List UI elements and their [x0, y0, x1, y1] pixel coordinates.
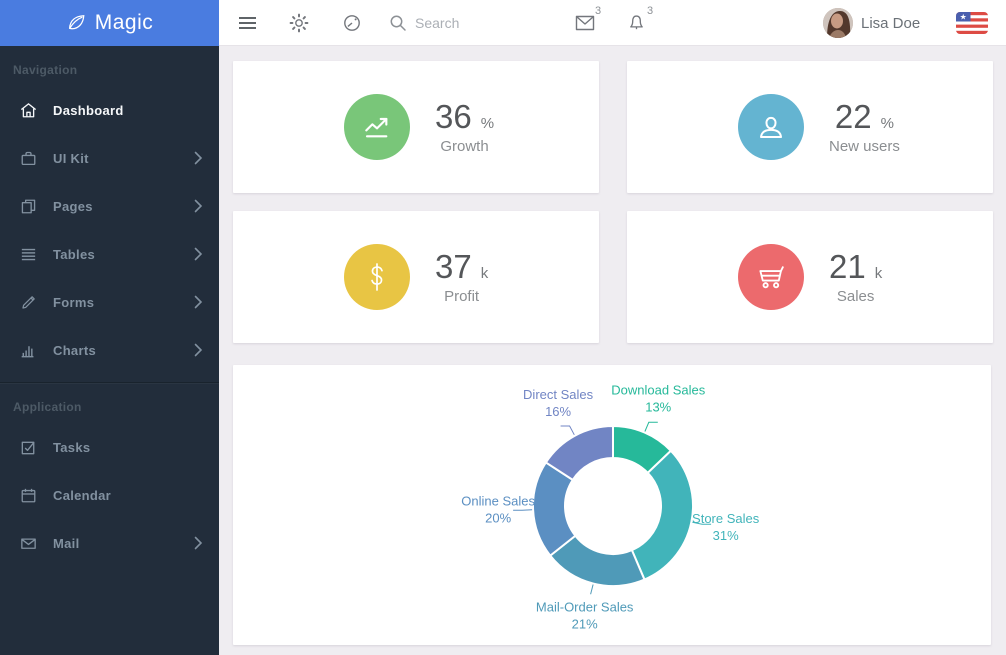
stat-value: 37: [435, 247, 472, 285]
donut-label: Download Sales 13%: [611, 382, 705, 414]
user-avatar[interactable]: [823, 8, 853, 38]
stat-value: 22: [834, 97, 872, 135]
sidebar-divider: [0, 382, 219, 383]
sidebar-item-label: Mail: [53, 535, 80, 551]
stat-card-new-users: 22 % New users: [627, 61, 993, 193]
donut-label: Mail-Order Sales 21%: [536, 599, 634, 631]
donut-label: Online Sales 20%: [461, 493, 535, 525]
donut-chart[interactable]: Download Sales 13% Store Sales 31% Mail-Orde…: [233, 365, 991, 645]
sidebar-item-label: Forms: [53, 294, 95, 310]
sidebar-item-label: Tables: [53, 246, 96, 262]
nav-section-navigation: Navigation: [13, 63, 78, 77]
stat-card-growth: 36 % Growth: [233, 61, 599, 193]
stat-label: Profit: [444, 287, 480, 305]
briefcase-icon: [18, 148, 38, 168]
leaf-icon: [66, 13, 86, 33]
chevron-right-icon: [194, 536, 203, 550]
chevron-right-icon: [194, 295, 203, 309]
sidebar-item-forms[interactable]: Forms: [0, 278, 219, 326]
brand-logo[interactable]: Magic: [0, 0, 219, 46]
user-icon: [738, 94, 804, 160]
sidebar-item-label: Tasks: [53, 439, 91, 455]
trend-up-icon: [344, 94, 410, 160]
messages-icon[interactable]: [575, 0, 595, 46]
bar-chart-icon: [18, 340, 38, 360]
chevron-right-icon: [194, 199, 203, 213]
pages-icon: [18, 196, 38, 216]
stat-card-profit: 37 k Profit: [233, 211, 599, 343]
chevron-right-icon: [194, 151, 203, 165]
sidebar-item-calendar[interactable]: Calendar: [0, 471, 219, 519]
chevron-right-icon: [194, 247, 203, 261]
sidebar-item-mail[interactable]: Mail: [0, 519, 219, 567]
stat-value: 36: [435, 97, 472, 135]
donut-label-line: [692, 521, 712, 525]
chevron-right-icon: [194, 343, 203, 357]
nav-section-application: Application: [13, 400, 82, 414]
sidebar-item-label: Charts: [53, 342, 96, 358]
notifications-bell-icon[interactable]: [627, 0, 646, 46]
sidebar-item-dashboard[interactable]: Dashboard: [0, 86, 219, 134]
dollar-icon: [344, 244, 410, 310]
language-flag-us[interactable]: ★: [956, 12, 988, 34]
pencil-icon: [18, 292, 38, 312]
tasks-icon: [18, 437, 38, 457]
settings-gear-icon[interactable]: [289, 0, 309, 46]
list-icon: [18, 244, 38, 264]
sidebar-item-ui-kit[interactable]: UI Kit: [0, 134, 219, 182]
messages-count-badge: 3: [595, 5, 602, 17]
top-header: 3 3 Lisa Doe: [219, 0, 1006, 46]
home-icon: [18, 100, 38, 120]
cart-icon: [738, 244, 804, 310]
stat-unit: k: [480, 264, 489, 282]
stat-value: 21: [829, 247, 866, 285]
stat-unit: %: [880, 114, 894, 132]
search-icon[interactable]: [389, 0, 407, 46]
sidebar-item-tables[interactable]: Tables: [0, 230, 219, 278]
stat-label: Sales: [836, 287, 875, 305]
stat-unit: k: [874, 264, 883, 282]
user-name[interactable]: Lisa Doe: [861, 14, 921, 32]
sidebar-item-label: UI Kit: [53, 150, 89, 166]
menu-toggle-button[interactable]: [237, 0, 257, 46]
calendar-icon: [18, 485, 38, 505]
stat-unit: %: [480, 114, 495, 132]
gauge-icon[interactable]: [342, 0, 362, 46]
brand-name: Magic: [94, 11, 154, 34]
stat-label: Growth: [440, 137, 489, 155]
svg-text:★: ★: [960, 13, 967, 22]
stat-label: New users: [829, 137, 900, 155]
main-content: 36 % Growth 22 % New users: [219, 46, 1006, 655]
sidebar-item-label: Pages: [53, 198, 93, 214]
sidebar-item-label: Dashboard: [53, 102, 124, 118]
mail-icon: [18, 533, 38, 553]
donut-label-line: [590, 584, 594, 595]
sidebar-item-tasks[interactable]: Tasks: [0, 423, 219, 471]
donut-label-line: [560, 425, 575, 436]
sidebar-item-label: Calendar: [53, 487, 112, 503]
nav-list-main: Dashboard UI Kit Page: [0, 86, 219, 374]
donut-slice-store-sales[interactable]: [630, 449, 694, 581]
stat-card-sales: 21 k Sales: [627, 211, 993, 343]
nav-list-application: Tasks Calendar Mail: [0, 423, 219, 567]
sidebar-item-charts[interactable]: Charts: [0, 326, 219, 374]
donut-slice-direct-sales[interactable]: [544, 424, 614, 482]
search-input[interactable]: [415, 8, 565, 38]
notifications-count-badge: 3: [647, 5, 654, 17]
sales-donut-card: Download Sales 13% Store Sales 31% Mail-Orde…: [233, 365, 991, 645]
donut-label: Store Sales 31%: [692, 511, 760, 543]
donut-label: Direct Sales 16%: [523, 387, 594, 419]
sidebar: Magic Navigation Dashboard UI Kit: [0, 0, 219, 655]
sidebar-item-pages[interactable]: Pages: [0, 182, 219, 230]
donut-label-line: [644, 421, 658, 432]
